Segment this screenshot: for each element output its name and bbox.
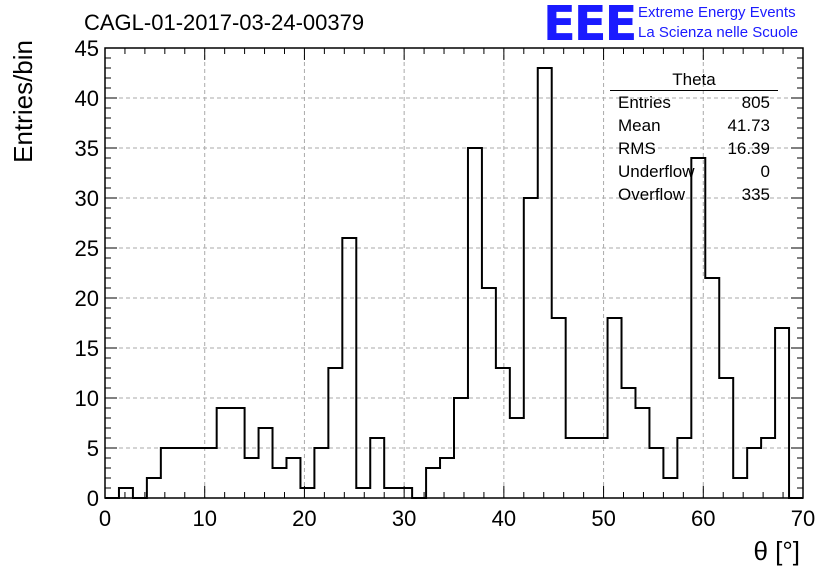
stats-label: RMS: [618, 139, 656, 158]
x-tick-label: 30: [392, 506, 416, 531]
x-tick-label: 70: [791, 506, 815, 531]
logo-subtitle-1: Extreme Energy Events: [638, 4, 796, 21]
x-tick-label: 50: [591, 506, 615, 531]
stats-label: Entries: [618, 93, 671, 112]
x-tick-labels: 0 10 20 30 40 50 60 70: [99, 506, 815, 531]
y-tick-label: 30: [75, 186, 99, 211]
y-tick-label: 25: [75, 236, 99, 261]
stats-row-overflow: Overflow 335: [610, 183, 778, 206]
x-tick-label: 0: [99, 506, 111, 531]
stats-value: 805: [741, 93, 770, 112]
stats-value: 41.73: [727, 116, 770, 135]
histogram-series: [105, 67, 803, 499]
stats-label: Underflow: [618, 162, 695, 181]
y-tick-label: 15: [75, 336, 99, 361]
x-axis-title: θ [°]: [753, 536, 800, 566]
x-tick-label: 10: [192, 506, 216, 531]
y-tick-label: 40: [75, 86, 99, 111]
stats-row-entries: Entries 805: [610, 91, 778, 114]
y-axis-title: Entries/bin: [8, 40, 38, 163]
x-tick-label: 40: [492, 506, 516, 531]
stats-row-rms: RMS 16.39: [610, 137, 778, 160]
stats-value: 0: [760, 162, 770, 181]
stats-box-title: Theta: [610, 70, 778, 91]
stats-row-underflow: Underflow 0: [610, 160, 778, 183]
eee-logo: EEE: [543, 0, 637, 52]
y-tick-label: 35: [75, 136, 99, 161]
run-title: CAGL-01-2017-03-24-00379: [84, 10, 365, 35]
y-tick-label: 5: [87, 436, 99, 461]
axis-ticks: [104, 47, 804, 499]
stats-value: 16.39: [727, 139, 770, 158]
x-tick-label: 20: [292, 506, 316, 531]
grid-lines: [105, 48, 803, 498]
stats-label: Overflow: [618, 185, 686, 204]
y-tick-labels: 0 5 10 15 20 25 30 35 40 45: [75, 36, 99, 511]
logo-subtitle-2: La Scienza nelle Scuole: [638, 24, 799, 41]
y-tick-label: 10: [75, 386, 99, 411]
y-tick-label: 20: [75, 286, 99, 311]
x-tick-label: 60: [691, 506, 715, 531]
y-tick-label: 45: [75, 36, 99, 61]
y-tick-label: 0: [87, 486, 99, 511]
stats-row-mean: Mean 41.73: [610, 114, 778, 137]
stats-label: Mean: [618, 116, 661, 135]
plot-frame: [104, 47, 804, 499]
stats-box: Theta Entries 805 Mean 41.73 RMS 16.39 U…: [610, 70, 778, 206]
stats-value: 335: [741, 185, 770, 204]
